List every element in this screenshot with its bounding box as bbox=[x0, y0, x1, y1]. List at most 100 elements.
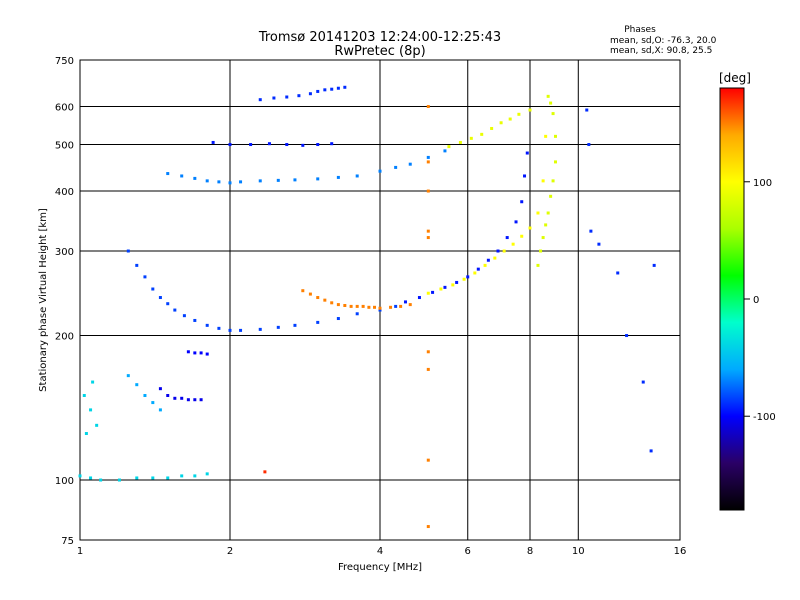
data-point bbox=[544, 134, 548, 138]
data-point bbox=[126, 249, 130, 253]
data-point bbox=[293, 178, 297, 182]
data-point bbox=[330, 87, 334, 91]
data-point bbox=[135, 383, 139, 387]
data-point bbox=[523, 174, 527, 178]
data-point bbox=[99, 478, 103, 482]
data-point bbox=[426, 350, 430, 354]
trace-11 bbox=[186, 350, 209, 356]
data-point bbox=[205, 179, 209, 183]
trace-12 bbox=[78, 472, 209, 482]
data-point bbox=[180, 174, 184, 178]
data-point bbox=[151, 476, 155, 480]
trace-7 bbox=[403, 151, 529, 304]
data-point bbox=[551, 112, 555, 116]
data-point bbox=[135, 476, 139, 480]
data-point bbox=[78, 474, 82, 478]
y-tick-label: 500 bbox=[55, 141, 74, 152]
data-point bbox=[625, 334, 629, 338]
data-point bbox=[476, 267, 480, 271]
x-tick-label: 1 bbox=[77, 546, 83, 557]
data-point bbox=[258, 179, 262, 183]
data-point bbox=[443, 149, 447, 153]
data-point bbox=[158, 387, 162, 391]
x-tick-label: 2 bbox=[227, 546, 233, 557]
phase-stats-heading: Phases bbox=[624, 25, 656, 35]
data-point bbox=[389, 305, 393, 309]
data-point bbox=[205, 352, 209, 356]
trace-15 bbox=[426, 105, 430, 529]
data-point bbox=[166, 172, 170, 176]
data-point bbox=[249, 143, 253, 147]
data-point bbox=[143, 275, 147, 279]
x-axis-label: Frequency [MHz] bbox=[338, 562, 422, 573]
data-point bbox=[173, 308, 177, 312]
data-point bbox=[228, 328, 232, 332]
trace-10 bbox=[158, 387, 203, 402]
data-point bbox=[466, 275, 470, 279]
data-point bbox=[126, 374, 130, 378]
y-tick-label: 100 bbox=[55, 476, 74, 487]
data-point bbox=[316, 143, 320, 147]
x-tick-label: 4 bbox=[377, 546, 383, 557]
colorbar-tick-label: 100 bbox=[753, 178, 772, 189]
data-point bbox=[505, 236, 509, 240]
data-point bbox=[641, 380, 645, 384]
data-point bbox=[151, 401, 155, 405]
data-point bbox=[426, 291, 430, 295]
data-point bbox=[151, 287, 155, 291]
data-point bbox=[439, 287, 443, 291]
data-point bbox=[652, 263, 656, 267]
data-point bbox=[361, 304, 365, 308]
data-point bbox=[486, 258, 490, 262]
data-point bbox=[82, 394, 86, 398]
data-point bbox=[301, 289, 305, 293]
data-point bbox=[514, 220, 518, 224]
data-point bbox=[316, 89, 320, 93]
phase-stats-o: mean, sd,O: -76.3, 20.0 bbox=[610, 36, 717, 46]
data-point bbox=[336, 317, 340, 321]
data-point bbox=[528, 108, 532, 112]
y-tick-label: 75 bbox=[61, 536, 74, 547]
y-axis-ticks: 75 100 200 300 400 500 600 750 bbox=[55, 56, 74, 547]
data-point bbox=[378, 306, 382, 310]
data-point bbox=[143, 394, 147, 398]
data-point bbox=[285, 95, 289, 99]
data-point bbox=[551, 179, 555, 183]
data-point bbox=[180, 396, 184, 400]
data-point bbox=[490, 126, 494, 130]
data-point bbox=[520, 234, 524, 238]
data-point bbox=[373, 305, 377, 309]
data-point bbox=[193, 398, 197, 402]
data-point bbox=[258, 327, 262, 331]
data-point bbox=[186, 398, 190, 402]
data-point bbox=[517, 112, 521, 116]
y-tick-label: 400 bbox=[55, 187, 74, 198]
data-point bbox=[166, 302, 170, 306]
data-point bbox=[293, 323, 297, 327]
data-point bbox=[649, 449, 653, 453]
data-point bbox=[426, 105, 430, 109]
y-tick-label: 200 bbox=[55, 332, 74, 343]
data-point bbox=[205, 323, 209, 327]
data-point bbox=[89, 408, 93, 412]
data-point bbox=[443, 285, 447, 289]
data-point bbox=[520, 200, 524, 204]
data-point bbox=[239, 328, 243, 332]
data-point bbox=[158, 296, 162, 300]
colorbar-unit: [deg] bbox=[719, 71, 751, 85]
data-point bbox=[173, 396, 177, 400]
trace-2 bbox=[211, 140, 334, 147]
data-point bbox=[193, 176, 197, 180]
data-point bbox=[285, 143, 289, 147]
data-point bbox=[193, 318, 197, 322]
data-point bbox=[276, 325, 280, 329]
data-point bbox=[193, 351, 197, 355]
data-point bbox=[228, 143, 232, 147]
data-point bbox=[91, 380, 95, 384]
data-point bbox=[217, 326, 221, 330]
data-point bbox=[355, 312, 359, 316]
data-point bbox=[193, 474, 197, 478]
data-point bbox=[462, 277, 466, 281]
y-axis-label: Stationary phase Virtual Height [km] bbox=[38, 208, 49, 392]
data-point bbox=[544, 223, 548, 227]
